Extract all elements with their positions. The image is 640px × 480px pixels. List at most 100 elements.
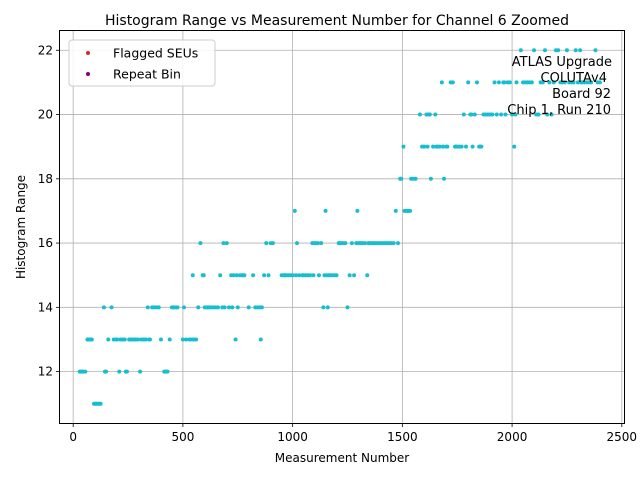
data-point [417,112,422,117]
data-point [545,112,550,117]
data-point [115,337,120,342]
data-point [542,48,547,53]
data-points [77,48,602,406]
data-point [401,144,406,149]
data-point [224,241,229,246]
x-tick-label: 2000 [497,430,528,444]
data-point [518,48,523,53]
data-point [413,176,418,181]
data-point [490,112,495,117]
data-point [562,80,567,85]
data-point [293,273,298,278]
data-point [124,369,129,374]
annotation-line-2: COLUTAv4 [541,71,607,86]
y-tick-label: 14 [38,300,53,314]
data-point [266,273,271,278]
data-point [343,241,348,246]
data-point [233,337,238,342]
data-point [496,80,501,85]
data-point [258,337,263,342]
y-axis-label: Histogram Range [14,175,28,279]
data-point [106,337,111,342]
data-point [251,273,256,278]
x-axis-ticks: 0 500 1000 1500 2000 2500 [69,423,637,444]
data-point [138,369,143,374]
data-point [439,80,444,85]
data-point [363,241,368,246]
data-point [158,337,163,342]
data-point [503,112,508,117]
data-point [167,337,172,342]
legend-marker-flagged-seus [86,51,90,55]
data-point [532,48,537,53]
data-point [461,112,466,117]
data-point [512,144,517,149]
data-point [235,305,240,310]
data-point [218,273,223,278]
plot-frame [59,30,625,424]
data-point [143,337,148,342]
data-point [221,241,226,246]
data-point [101,305,106,310]
data-point [83,369,88,374]
data-point [573,48,578,53]
annotation: ATLAS Upgrade COLUTAv4 Board 92 Chip 1, … [507,55,612,118]
data-point [297,273,302,278]
data-point [513,112,518,117]
data-point [393,208,398,213]
data-point [355,208,360,213]
data-point [502,80,507,85]
data-point [422,144,427,149]
data-point [311,273,316,278]
data-point [156,305,161,310]
data-point [466,80,471,85]
data-point [198,241,203,246]
legend-marker-repeat-bin [86,72,90,76]
data-point [510,112,515,117]
data-point [334,273,339,278]
data-point [117,369,122,374]
data-point [425,144,430,149]
x-tick-label: 500 [171,430,194,444]
data-point [190,273,195,278]
data-point [181,305,186,310]
y-tick-label: 18 [38,172,53,186]
data-point [316,273,321,278]
data-point [593,48,598,53]
annotation-line-3: Board 92 [552,87,611,102]
data-point [175,305,180,310]
data-point [262,273,267,278]
data-point [319,241,324,246]
legend-box [68,39,216,87]
data-point [463,144,468,149]
data-point [226,305,231,310]
y-tick-label: 20 [38,108,53,122]
data-point [479,144,484,149]
data-point [270,241,275,246]
x-tick-label: 0 [69,430,77,444]
data-point [427,112,432,117]
data-point [264,241,269,246]
data-point [494,112,499,117]
data-point [231,273,236,278]
data-point [222,305,227,310]
data-point [431,144,436,149]
data-point [492,80,497,85]
data-point [104,369,109,374]
x-tick-label: 1000 [277,430,308,444]
data-point [230,305,235,310]
data-point [365,273,370,278]
data-point [145,305,150,310]
data-point [194,337,199,342]
data-point [450,80,455,85]
data-point [135,337,140,342]
data-point [540,80,545,85]
legend-label-repeat-bin: Repeat Bin [113,67,181,82]
data-point [470,144,475,149]
y-tick-label: 12 [38,365,53,379]
legend-label-flagged-seus: Flagged SEUs [113,46,198,61]
data-point [201,273,206,278]
data-point [321,305,326,310]
legend: Flagged SEUs Repeat Bin [68,39,216,87]
